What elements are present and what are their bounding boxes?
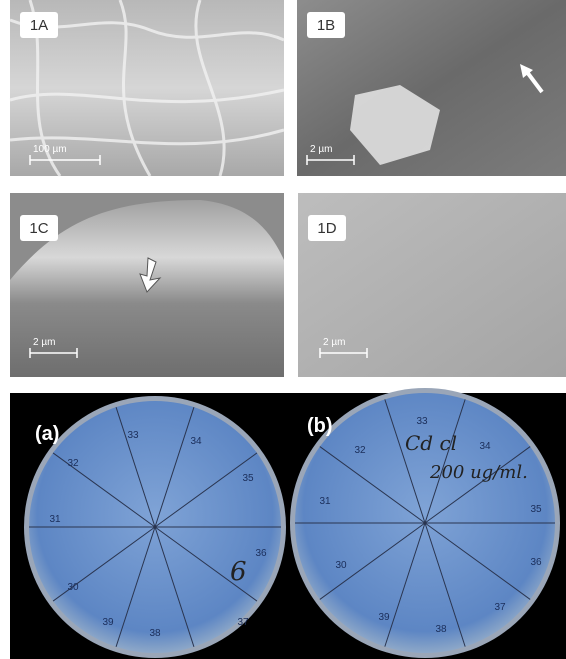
scale-label: 2 µm <box>310 144 332 155</box>
scale-label: 100 µm <box>33 144 67 155</box>
figure: 1A 100 µm 1B 2 µm 1C 2 µm 1D 2 µm (a) 33 34 35 36 37… <box>0 0 566 659</box>
sector-number: 37 <box>237 617 249 628</box>
panel-label: 1A <box>30 17 48 34</box>
sector-number: 30 <box>335 560 347 571</box>
handwriting: Cd cl <box>405 431 457 455</box>
sector-number: 36 <box>255 548 267 559</box>
sector-number: 30 <box>67 582 79 593</box>
scale-label: 2 µm <box>323 337 345 348</box>
dish-label: (b) <box>307 415 333 437</box>
dish-label: (a) <box>35 423 59 445</box>
sector-number: 31 <box>49 514 61 525</box>
sector-number: 38 <box>149 628 161 639</box>
handwriting: 200 ug/ml. <box>429 462 528 483</box>
sector-number: 32 <box>354 445 366 456</box>
sector-number: 33 <box>416 416 428 427</box>
sector-number: 32 <box>67 458 79 469</box>
sector-number: 34 <box>479 441 491 452</box>
sector-number: 35 <box>242 473 254 484</box>
sector-number: 37 <box>494 602 506 613</box>
sector-number: 34 <box>190 436 202 447</box>
sector-number: 38 <box>435 624 447 635</box>
panel-label: 1C <box>29 220 48 237</box>
panel-label: 1D <box>317 220 336 237</box>
sector-number: 39 <box>102 617 114 628</box>
scale-label: 2 µm <box>33 337 55 348</box>
sector-number: 36 <box>530 557 542 568</box>
sector-number: 31 <box>319 496 331 507</box>
panel-label: 1B <box>317 17 335 34</box>
sector-number: 35 <box>530 504 542 515</box>
sector-number: 39 <box>378 612 390 623</box>
handwriting: 6 <box>230 557 247 587</box>
sector-number: 33 <box>127 430 139 441</box>
